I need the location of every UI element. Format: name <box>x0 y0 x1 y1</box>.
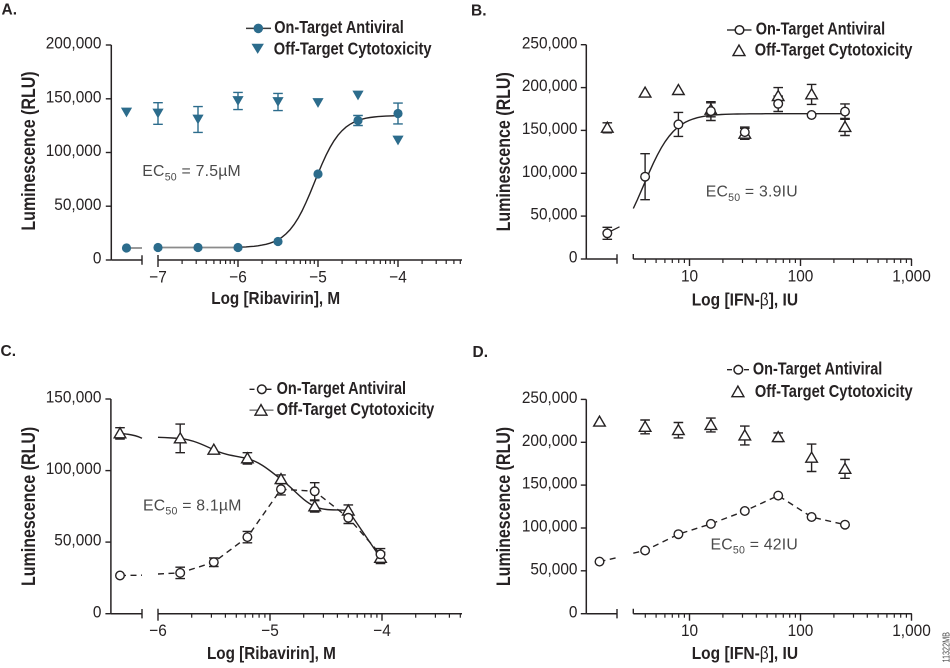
svg-text:0: 0 <box>93 603 102 622</box>
svg-text:11322MB: 11322MB <box>941 632 950 663</box>
svg-text:B.: B. <box>471 3 487 20</box>
svg-text:On-Target Antiviral: On-Target Antiviral <box>756 19 885 39</box>
svg-text:100: 100 <box>788 621 814 640</box>
svg-text:−5: −5 <box>309 268 327 287</box>
svg-text:50,000: 50,000 <box>54 195 101 214</box>
svg-text:150,000: 150,000 <box>46 388 102 407</box>
svg-text:150,000: 150,000 <box>522 119 578 138</box>
svg-text:100,000: 100,000 <box>46 141 102 160</box>
svg-text:10: 10 <box>681 267 698 286</box>
svg-text:0: 0 <box>569 248 578 267</box>
svg-text:150,000: 150,000 <box>522 474 578 493</box>
svg-text:200,000: 200,000 <box>522 77 578 96</box>
svg-text:1,000: 1,000 <box>892 621 931 640</box>
svg-text:A.: A. <box>2 2 18 19</box>
svg-text:Luminescence (RLU): Luminescence (RLU) <box>18 71 40 230</box>
svg-text:−7: −7 <box>149 268 167 287</box>
svg-text:C.: C. <box>1 343 17 360</box>
svg-text:On-Target Antiviral: On-Target Antiviral <box>753 359 882 379</box>
svg-text:Off-Target Cytotoxicity: Off-Target Cytotoxicity <box>274 39 432 59</box>
svg-text:100: 100 <box>788 267 814 286</box>
svg-text:250,000: 250,000 <box>522 388 578 407</box>
svg-text:1,000: 1,000 <box>892 267 931 286</box>
svg-text:100,000: 100,000 <box>46 460 102 479</box>
svg-text:On-Target Antiviral: On-Target Antiviral <box>277 379 406 399</box>
svg-text:200,000: 200,000 <box>46 34 102 53</box>
svg-text:−6: −6 <box>149 621 167 640</box>
svg-text:−4: −4 <box>389 268 407 287</box>
svg-text:50,000: 50,000 <box>54 531 101 550</box>
svg-text:0: 0 <box>569 603 578 622</box>
svg-text:Luminescence (RLU): Luminescence (RLU) <box>493 427 515 586</box>
svg-text:EC50 = 42IU: EC50 = 42IU <box>711 536 799 556</box>
svg-text:50,000: 50,000 <box>530 205 577 224</box>
svg-text:Log [Ribavirin], M: Log [Ribavirin], M <box>207 644 336 663</box>
svg-text:−5: −5 <box>261 621 279 640</box>
svg-text:Log [IFN-β], IU: Log [IFN-β], IU <box>692 289 798 309</box>
svg-text:Log [Ribavirin], M: Log [Ribavirin], M <box>211 289 340 308</box>
svg-text:−4: −4 <box>373 621 391 640</box>
svg-text:Luminescence (RLU): Luminescence (RLU) <box>18 427 40 586</box>
svg-text:200,000: 200,000 <box>522 431 578 450</box>
svg-text:100,000: 100,000 <box>522 517 578 536</box>
svg-text:0: 0 <box>93 249 102 268</box>
svg-text:Log [IFN-β], IU: Log [IFN-β], IU <box>692 643 798 663</box>
svg-text:Off-Target Cytotoxicity: Off-Target Cytotoxicity <box>755 40 913 60</box>
svg-text:10: 10 <box>681 621 698 640</box>
svg-text:On-Target Antiviral: On-Target Antiviral <box>274 18 403 38</box>
svg-text:100,000: 100,000 <box>522 162 578 181</box>
svg-text:250,000: 250,000 <box>522 34 578 53</box>
svg-text:−6: −6 <box>229 268 247 287</box>
svg-text:150,000: 150,000 <box>46 88 102 107</box>
svg-text:50,000: 50,000 <box>530 560 577 579</box>
svg-text:Off-Target Cytotoxicity: Off-Target Cytotoxicity <box>755 382 913 402</box>
svg-text:Luminescence (RLU): Luminescence (RLU) <box>493 72 515 231</box>
svg-text:D.: D. <box>473 344 489 361</box>
svg-text:Off-Target Cytotoxicity: Off-Target Cytotoxicity <box>277 399 435 419</box>
